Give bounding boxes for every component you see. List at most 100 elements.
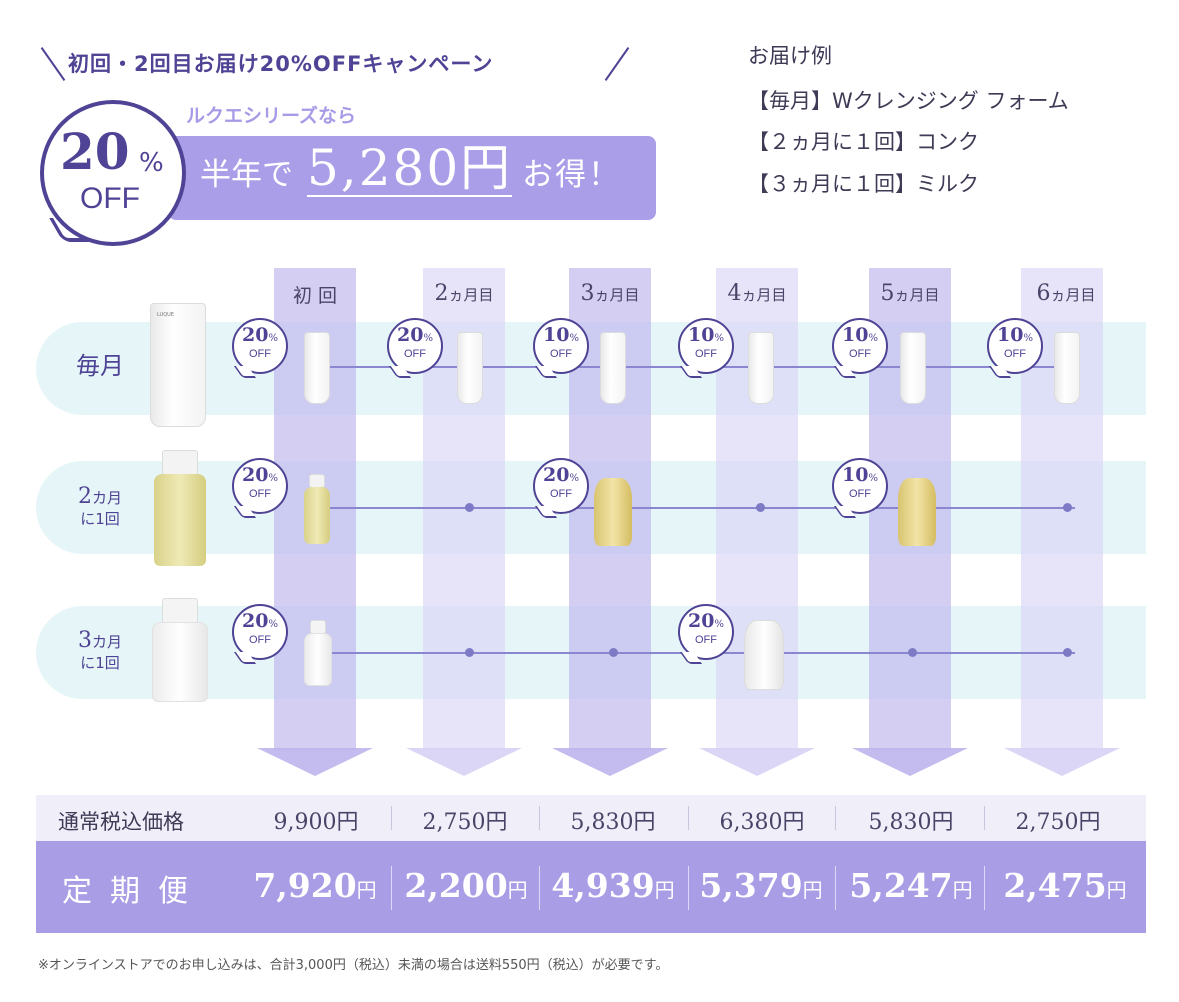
column-separator xyxy=(688,806,689,830)
example-item: 【毎月】Wクレンジング フォーム xyxy=(748,89,1069,113)
shipping-note: ※オンラインストアでのお申し込みは、合計3,000円（税込）未満の場合は送料55… xyxy=(38,958,669,973)
column-header-label: ヵ月目 xyxy=(741,286,787,304)
timeline-dot xyxy=(465,648,474,657)
savings-amount: 5,280円 xyxy=(307,139,513,197)
subscription-price: 5,247円 xyxy=(836,866,986,905)
arrow-head xyxy=(406,748,522,776)
price-value: 7,920 xyxy=(253,866,357,905)
arrow-head xyxy=(699,748,815,776)
price-unit: 円 xyxy=(654,878,675,902)
off-badge-percent: % xyxy=(139,148,164,178)
arrow-head xyxy=(1004,748,1120,776)
off-badge-off: OFF xyxy=(80,182,140,215)
discount-badge: 20% OFF xyxy=(232,604,288,664)
column-separator xyxy=(984,806,985,830)
row-label-text: カ月 xyxy=(91,633,122,651)
price-value: 4,939 xyxy=(551,866,655,905)
discount-percent: 20 xyxy=(543,464,570,486)
discount-percent: 20 xyxy=(242,610,269,632)
price-value: 5,247 xyxy=(849,866,953,905)
off-label: OFF xyxy=(404,348,426,360)
product-image-conc xyxy=(154,450,206,566)
discount-badge: 10% OFF xyxy=(533,318,589,378)
column-separator xyxy=(391,806,392,830)
off-label: OFF xyxy=(550,348,572,360)
column-separator xyxy=(835,806,836,830)
regular-price: 6,380円 xyxy=(719,810,805,835)
savings-text: 半年で 5,280円 お得！ xyxy=(200,142,621,197)
regular-price: 2,750円 xyxy=(1015,810,1101,835)
discount-badge: 20% OFF xyxy=(533,458,589,518)
row-label-bimonthly: 2カ月 に1回 xyxy=(62,484,138,528)
discount-percent: 20 xyxy=(242,464,269,486)
column-header-label: 初 回 xyxy=(292,285,338,307)
product-thumb-foam xyxy=(304,332,330,404)
row-label-sub: に1回 xyxy=(80,654,120,673)
price-value: 5,379 xyxy=(699,866,803,905)
subscription-label: 定期便 xyxy=(62,874,206,909)
regular-price-label: 通常税込価格 xyxy=(58,810,184,834)
off-label: OFF xyxy=(249,634,271,646)
product-thumb-conc-refill xyxy=(594,478,632,546)
column-header-num: 2 xyxy=(434,281,449,306)
off-badge xyxy=(40,100,186,246)
example-item: 【２ヵ月に１回】コンク xyxy=(748,130,979,154)
percent-sign: % xyxy=(268,333,278,344)
discount-percent: 10 xyxy=(543,324,570,346)
discount-percent: 10 xyxy=(688,324,715,346)
title-right-slash xyxy=(604,47,630,81)
savings-post: お得！ xyxy=(522,157,622,193)
price-value: 2,475 xyxy=(1003,866,1107,905)
price-unit: 円 xyxy=(952,878,973,902)
column-header-num: 4 xyxy=(727,281,742,306)
percent-sign: % xyxy=(268,619,278,630)
product-thumb-conc-refill xyxy=(898,478,936,546)
column-header-5: 5ヵ月目 xyxy=(860,281,960,306)
off-label: OFF xyxy=(695,634,717,646)
column-header-label: ヵ月目 xyxy=(448,286,494,304)
subscription-price: 2,200円 xyxy=(391,866,541,905)
subscription-price-row xyxy=(36,841,1146,933)
timeline-dot xyxy=(1063,503,1072,512)
product-image-milk xyxy=(152,598,208,702)
column-header-label: ヵ月目 xyxy=(1050,286,1096,304)
price-unit: 円 xyxy=(1106,878,1127,902)
off-label: OFF xyxy=(249,488,271,500)
price-unit: 円 xyxy=(356,878,377,902)
product-thumb-foam xyxy=(457,332,483,404)
timeline-dot xyxy=(465,503,474,512)
example-item: 【３ヵ月に１回】ミルク xyxy=(748,172,979,196)
example-heading: お届け例 xyxy=(748,44,832,68)
timeline-dot xyxy=(609,648,618,657)
percent-sign: % xyxy=(423,333,433,344)
column-header-num: 5 xyxy=(880,281,895,306)
row-label-sub: に1回 xyxy=(80,510,120,529)
savings-pre: 半年で xyxy=(200,157,293,193)
column-header-label: ヵ月目 xyxy=(594,286,640,304)
off-label: OFF xyxy=(849,488,871,500)
product-thumb-conc xyxy=(304,474,330,544)
off-label: OFF xyxy=(1004,348,1026,360)
row-label-num: 3 xyxy=(77,628,92,653)
column-header-1: 初 回 xyxy=(265,281,365,308)
product-thumb-milk xyxy=(304,620,332,686)
column-header-4: 4ヵ月目 xyxy=(707,281,807,306)
off-label: OFF xyxy=(849,348,871,360)
percent-sign: % xyxy=(268,473,278,484)
column-header-6: 6ヵ月目 xyxy=(1016,281,1116,306)
percent-sign: % xyxy=(714,619,724,630)
arrow-head xyxy=(257,748,373,776)
regular-price: 9,900円 xyxy=(273,810,359,835)
percent-sign: % xyxy=(714,333,724,344)
off-label: OFF xyxy=(249,348,271,360)
arrow-head xyxy=(552,748,668,776)
discount-badge: 10% OFF xyxy=(832,318,888,378)
product-thumb-foam xyxy=(748,332,774,404)
column-separator xyxy=(539,806,540,830)
column-header-2: 2ヵ月目 xyxy=(414,281,514,306)
column-separator xyxy=(835,866,836,910)
discount-percent: 10 xyxy=(842,464,869,486)
price-value: 2,200 xyxy=(404,866,508,905)
percent-sign: % xyxy=(1023,333,1033,344)
discount-badge: 10% OFF xyxy=(832,458,888,518)
